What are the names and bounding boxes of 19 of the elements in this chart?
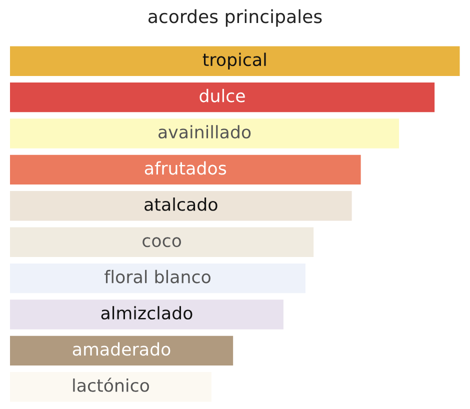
bar: [10, 191, 352, 221]
bar: [10, 82, 435, 112]
bar: [10, 46, 460, 76]
bar: [10, 227, 314, 257]
y-tick-label: afrutados: [144, 161, 226, 175]
y-tick-label: tropical: [202, 52, 266, 70]
y-tick-label: lactónico: [73, 378, 150, 392]
y-tick-label: amaderado: [72, 342, 170, 356]
y-tick-label: floral blanco: [104, 270, 210, 284]
y-tick-label: coco: [142, 237, 182, 248]
y-tick-label: avainillado: [158, 125, 251, 139]
bar: [10, 154, 361, 185]
bar: [10, 118, 400, 148]
bar: [10, 300, 284, 330]
y-tick-label: almizclado: [101, 306, 192, 320]
bar: [10, 336, 234, 366]
y-tick-label: dulce: [200, 88, 245, 102]
y-tick-label: atalcado: [144, 198, 218, 211]
chart-title: acordes principales: [148, 9, 322, 27]
